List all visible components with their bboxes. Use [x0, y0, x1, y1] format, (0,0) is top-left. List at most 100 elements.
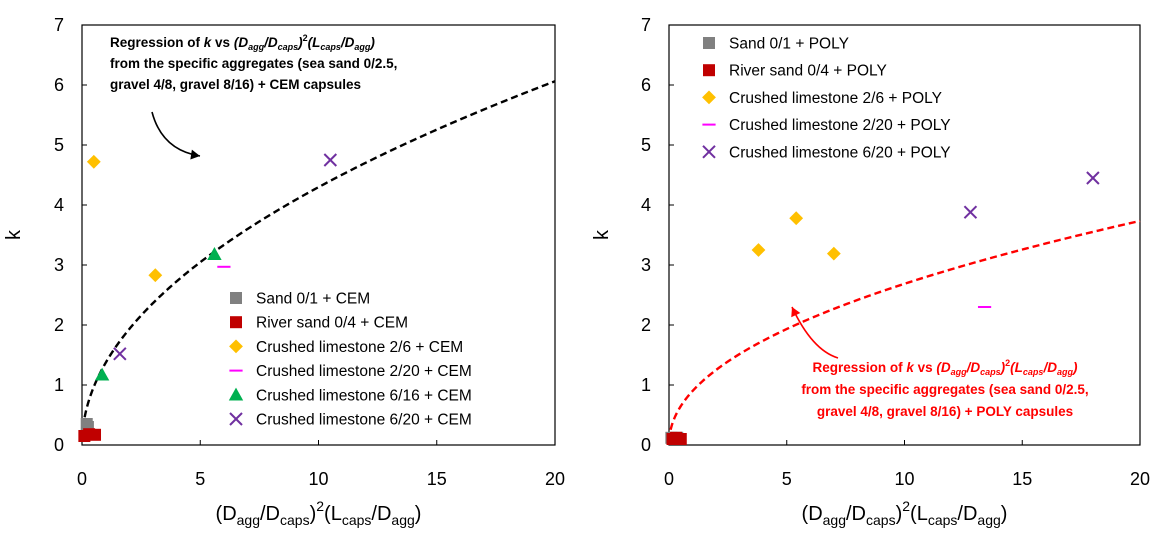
legend-label: Crushed limestone 2/6 + POLY	[729, 90, 942, 107]
x-tick-label: 20	[1130, 469, 1150, 489]
data-point	[89, 428, 102, 441]
annotation-line: Regression of k vs (Dagg/Dcaps)2(Lcaps/D…	[813, 358, 1078, 377]
subscript: agg	[391, 512, 414, 528]
text-span: Regression of	[813, 360, 907, 375]
subscript: agg	[237, 512, 260, 528]
y-tick-label: 0	[54, 435, 64, 455]
subscript: caps	[1023, 367, 1044, 377]
legend-label: Crushed limestone 2/20 + POLY	[729, 117, 951, 134]
data-point	[789, 211, 804, 226]
data-point	[148, 268, 163, 283]
superscript: 2	[303, 33, 308, 43]
text-span: vs	[211, 35, 234, 50]
arrow-head	[190, 149, 200, 160]
annotation-line: from the specific aggregates (sea sand 0…	[110, 56, 397, 71]
data-point	[113, 347, 127, 361]
subscript: caps	[278, 42, 299, 52]
text-span: /D	[263, 35, 278, 50]
legend-label: Crushed limestone 2/6 + CEM	[256, 339, 463, 356]
y-tick-label: 4	[54, 195, 64, 215]
data-point	[1086, 171, 1100, 185]
subscript: agg	[951, 367, 968, 377]
x-tick-label: 15	[1012, 469, 1032, 489]
annotation-line: Regression of k vs (Dagg/Dcaps)2(Lcaps/D…	[110, 33, 375, 52]
text-span: /D	[846, 503, 866, 525]
regression-curve	[667, 219, 1141, 441]
subscript: caps	[280, 512, 310, 528]
x-stroke	[963, 205, 978, 219]
x-tick-label: 0	[664, 469, 674, 489]
superscript: 2	[902, 498, 910, 514]
legend-marker	[702, 90, 716, 105]
legend-label: River sand 0/4 + CEM	[256, 315, 408, 332]
y-axis-label: k	[3, 229, 25, 240]
annotation-line: from the specific aggregates (sea sand 0…	[801, 382, 1088, 397]
x-stroke	[1086, 171, 1100, 185]
legend: Sand 0/1 + POLY River sand 0/4 + POLY Crus…	[702, 36, 951, 161]
x-axis-label: (Dagg/Dcaps)2(Lcaps/Dagg)	[802, 498, 1008, 528]
y-tick-label: 6	[54, 75, 64, 95]
subscript: caps	[320, 42, 341, 52]
legend-marker	[229, 339, 243, 354]
y-tick-label: 7	[641, 15, 651, 35]
text-span: )	[296, 35, 303, 50]
right-chart: 0 5 10 15 20 0 1 2 3 4 5 6 7 k (Dagg/Dcaps)2(Lcaps/Dag…	[591, 15, 1150, 528]
text-span: k	[906, 360, 915, 375]
x-axis-label: (Dagg/Dcaps)2(Lcaps/Dagg)	[216, 498, 422, 528]
annotation-line: gravel 4/8, gravel 8/16) + CEM capsules	[110, 77, 361, 92]
text-span: vs	[914, 360, 937, 375]
x-tick-label: 15	[427, 469, 447, 489]
subscript: caps	[866, 512, 896, 528]
subscript: agg	[1057, 367, 1074, 377]
legend-marker	[230, 316, 242, 329]
legend-label: Crushed limestone 6/20 + POLY	[729, 144, 951, 161]
text-span: /D	[260, 503, 280, 525]
text-span: /D	[340, 35, 355, 50]
y-tick-label: 2	[54, 315, 64, 335]
annotation-arrow	[151, 111, 201, 157]
text-span: (L	[910, 503, 928, 525]
text-span: (D	[234, 35, 248, 50]
arrow-head	[791, 307, 801, 318]
subscript: agg	[354, 42, 371, 52]
text-span: (L	[1010, 360, 1023, 375]
x-stroke	[229, 412, 243, 426]
subscript: caps	[342, 512, 372, 528]
data-point	[207, 247, 222, 260]
y-tick-label: 3	[641, 255, 651, 275]
data-point	[674, 433, 687, 445]
legend: Sand 0/1 + CEM River sand 0/4 + CEM Crushe…	[228, 291, 472, 429]
x-tick-label: 10	[894, 469, 914, 489]
text-span: (L	[308, 35, 321, 50]
x-stroke	[323, 153, 338, 167]
legend-label: Sand 0/1 + CEM	[256, 291, 370, 308]
text-span: /D	[957, 503, 977, 525]
x-tick-label: 5	[782, 469, 792, 489]
x-tick-label: 20	[545, 469, 565, 489]
text-span: (D	[936, 360, 950, 375]
text-span: (D	[216, 503, 237, 525]
y-tick-label: 6	[641, 75, 651, 95]
x-tick-label: 0	[77, 469, 87, 489]
text-span: k	[204, 35, 213, 50]
y-tick-label: 4	[641, 195, 651, 215]
left-chart: 0 5 10 15 2001234567k(Dagg/Dcaps)2(Lcaps/Dag…	[3, 15, 565, 528]
annotation-line: gravel 4/8, gravel 8/16) + POLY capsules	[817, 404, 1073, 419]
x-tick-label: 10	[308, 469, 328, 489]
y-tick-label: 1	[641, 375, 651, 395]
x-stroke	[113, 347, 127, 361]
text-span: Regression of	[110, 35, 204, 50]
y-tick-label: 0	[641, 435, 651, 455]
legend-label: River sand 0/4 + POLY	[729, 63, 887, 80]
y-tick-label: 5	[641, 135, 651, 155]
subscript: agg	[977, 512, 1000, 528]
data-point	[963, 205, 978, 219]
text-span: )	[1071, 360, 1078, 375]
legend-marker	[228, 387, 244, 401]
y-tick-label: 3	[54, 255, 64, 275]
legend-marker	[703, 64, 715, 77]
subscript: caps	[928, 512, 958, 528]
data-point	[751, 243, 766, 257]
y-tick-label: 7	[54, 15, 64, 35]
